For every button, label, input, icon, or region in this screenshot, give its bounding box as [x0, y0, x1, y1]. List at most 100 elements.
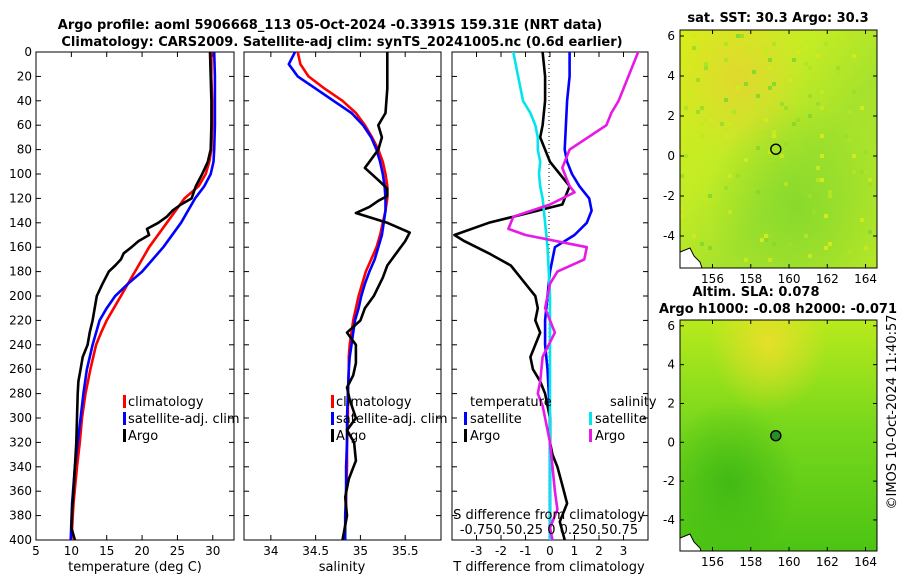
salinity-axes [243, 51, 442, 541]
y-tick-label-200: 200 [9, 289, 32, 303]
lat-tick-label-0: 0 [667, 149, 675, 163]
lat-tick-label-6: 6 [667, 29, 675, 43]
sst-pixel [860, 170, 864, 174]
lat-tick-label-4: 4 [667, 69, 675, 83]
salinity-xlabel: salinity [319, 560, 366, 575]
figure-title-line2: Climatology: CARS2009. Satellite-adj cli… [61, 35, 622, 50]
sla-map-axes [679, 319, 878, 552]
sst-pixel [720, 122, 724, 126]
lat-tick-label-2: 2 [667, 109, 675, 123]
sst-pixel [828, 110, 832, 114]
sst-pixel [704, 118, 708, 122]
sst-pixel [848, 250, 852, 254]
argo-float-marker [770, 143, 782, 155]
sst-pixel [844, 134, 848, 138]
legend-label-sal-satellite: satellite [595, 412, 647, 427]
sst-pixel [796, 118, 800, 122]
sst-pixel [756, 94, 760, 98]
sst-pixel [772, 82, 776, 86]
sst-pixel [852, 170, 856, 174]
y-tick-label-80: 80 [17, 143, 32, 157]
sst-pixel [816, 102, 820, 106]
sst-pixel [768, 234, 772, 238]
lat-tick-label-2: -2 [663, 474, 675, 488]
sst-pixel [836, 70, 840, 74]
y-tick-label-240: 240 [9, 338, 32, 352]
argo-float-marker [770, 429, 782, 442]
sla-map-panel: Altim. SLA: 0.078 Argo h1000: -0.08 h200… [659, 285, 897, 569]
lat-tick-label-4: 4 [667, 358, 675, 372]
sst-pixel [772, 126, 776, 130]
sst-pixel [728, 174, 732, 178]
sst-pixel [796, 154, 800, 158]
sst-pixel [772, 134, 776, 138]
y-tick-label-260: 260 [9, 362, 32, 376]
sst-pixel [808, 114, 812, 118]
sst-pixel [724, 98, 728, 102]
y-tick-label-220: 220 [9, 313, 32, 327]
series-line-satellite-adj-clim [69, 52, 217, 540]
sst-pixel [772, 242, 776, 246]
lat-tick-label-4: -4 [663, 513, 675, 527]
sst-pixel [808, 254, 812, 258]
sst-pixel [808, 66, 812, 70]
salinity-legend: climatology satellite-adj. clim Argo [331, 395, 448, 444]
series-line-salinity-satellite [511, 52, 552, 540]
temperature-xlabel: temperature (deg C) [68, 560, 202, 575]
x-tick-label-5: 5 [32, 544, 40, 558]
sst-pixel [700, 122, 704, 126]
legend-swatch-climatology [123, 395, 126, 408]
legend-swatch-sal-argo [589, 429, 592, 442]
legend-label-climatology: climatology [336, 395, 412, 410]
sst-pixel [860, 218, 864, 222]
sst-pixel [684, 106, 688, 110]
sst-pixel [708, 194, 712, 198]
legend-swatch-satellite [123, 412, 126, 425]
series-line-satellite-adj-clim [287, 52, 387, 540]
legend-header-salinity: salinity [610, 395, 657, 410]
sst-pixel [808, 94, 812, 98]
sst-pixel [692, 46, 696, 50]
sst-pixel [736, 174, 740, 178]
sst-pixel [736, 86, 740, 90]
y-tick-label-20: 20 [17, 69, 32, 83]
legend-swatch-temp-satellite [464, 412, 467, 425]
sst-pixel [756, 102, 760, 106]
sst-pixel [704, 198, 708, 202]
sst-pixel [764, 130, 768, 134]
sst-pixel [752, 70, 756, 74]
sst-pixel [764, 46, 768, 50]
sst-pixel [760, 238, 764, 242]
sla-map-title: Altim. SLA: 0.078 [693, 285, 820, 300]
y-tick-label-360: 360 [9, 484, 32, 498]
sst-pixel [768, 86, 772, 90]
y-tick-label-0: 0 [24, 45, 32, 59]
lat-tick-label-2: 2 [667, 396, 675, 410]
legend-label-sal-argo: Argo [595, 429, 625, 444]
sst-pixel [816, 54, 820, 58]
legend-swatch-temp-argo [464, 429, 467, 442]
legend-label-temp-satellite: satellite [470, 412, 522, 427]
legend-swatch-sal-satellite [589, 412, 592, 425]
y-tick-label-160: 160 [9, 240, 32, 254]
x-tick-label-1: 1 [571, 544, 579, 558]
legend-label-satellite: satellite-adj. clim [336, 412, 448, 427]
sst-pixel [680, 206, 684, 210]
sst-pixel [680, 214, 684, 218]
sst-pixel [724, 58, 728, 62]
lon-tick-label-164: 164 [854, 555, 877, 569]
sst-pixel-noise [680, 30, 872, 262]
x-tick-label-10: 10 [64, 544, 79, 558]
x-tick-label-25: 25 [170, 544, 185, 558]
sst-pixel [836, 66, 840, 70]
sst-pixel [792, 122, 796, 126]
sst-pixel [796, 50, 800, 54]
lon-tick-label-160: 160 [778, 272, 801, 286]
temperature-legend: climatology satellite-adj. clim Argo [123, 395, 240, 444]
sst-pixel [868, 178, 872, 182]
sst-pixel [708, 246, 712, 250]
sst-pixel [712, 30, 716, 34]
y-tick-label-380: 380 [9, 509, 32, 523]
sst-pixel [828, 242, 832, 246]
